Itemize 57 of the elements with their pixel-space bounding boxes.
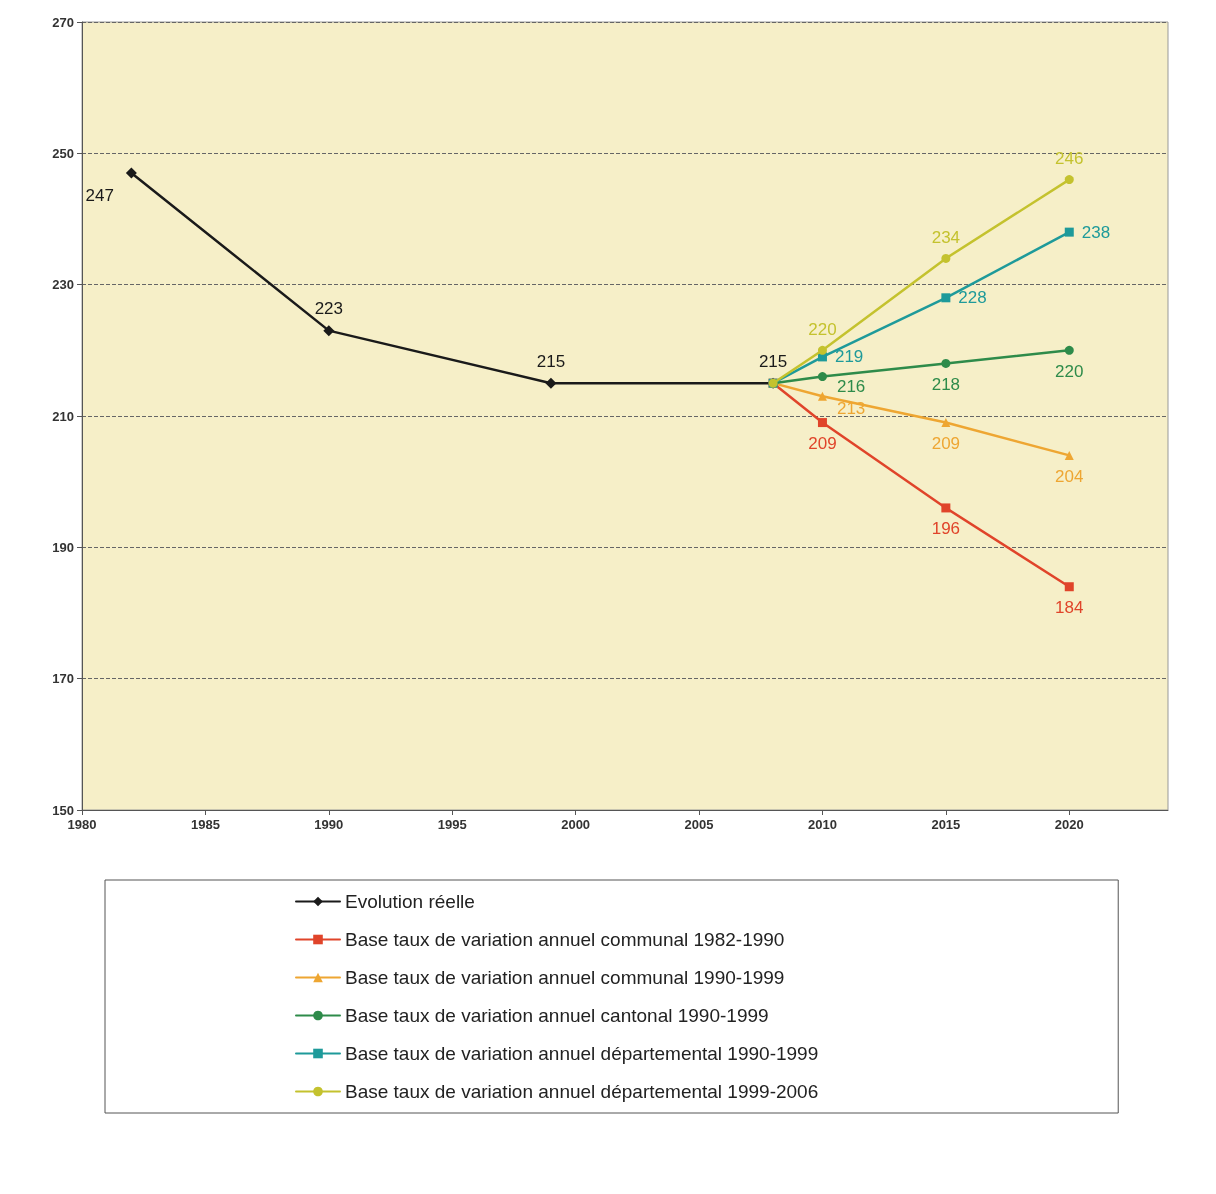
point: [941, 253, 951, 263]
x-tick-label: 2020: [1054, 817, 1084, 832]
legend-label: Base taux de variation annuel départemental 1999-2006: [345, 1081, 819, 1102]
data-label: 220: [1055, 361, 1084, 381]
point: [1064, 345, 1074, 355]
legend-label: Evolution réelle: [345, 891, 475, 912]
point: [1064, 582, 1074, 592]
point: [941, 503, 951, 513]
data-label: 204: [1055, 466, 1084, 486]
data-label: 228: [958, 288, 987, 308]
point: [941, 358, 951, 368]
data-label: 223: [314, 299, 344, 319]
x-tick-label: 2000: [561, 817, 591, 832]
point: [125, 167, 137, 179]
y-tick-label: 230: [52, 277, 74, 293]
data-label: 215: [758, 351, 788, 371]
data-label: 196: [931, 519, 961, 539]
x-tick-label: 1980: [67, 817, 97, 832]
y-tick-label: 270: [52, 14, 74, 30]
y-tick-label: 150: [52, 802, 74, 818]
data-label: 238: [1081, 222, 1111, 242]
data-label: 247: [85, 185, 114, 205]
data-label: 209: [808, 434, 837, 454]
point: [941, 418, 951, 428]
point: [1064, 175, 1074, 185]
y-tick-label: 250: [52, 145, 74, 161]
data-label: 219: [834, 347, 864, 367]
point: [1064, 227, 1074, 237]
data-label: 220: [808, 319, 837, 339]
point: [1064, 450, 1074, 460]
x-tick-label: 2005: [684, 817, 714, 832]
data-label: 246: [1055, 149, 1084, 169]
legend-label: Base taux de variation annuel communal 1982-1990: [345, 929, 785, 950]
point: [817, 418, 827, 428]
point: [941, 293, 951, 303]
y-tick-label: 210: [52, 408, 74, 424]
point: [323, 325, 335, 337]
x-tick-label: 1995: [437, 817, 467, 832]
point: [817, 372, 827, 382]
point: [817, 391, 827, 401]
data-label: 209: [931, 434, 961, 454]
x-tick-label: 2010: [807, 817, 837, 832]
data-label: 218: [931, 374, 961, 394]
legend-label: Base taux de variation annuel départemental 1990-1999: [345, 1043, 819, 1064]
point: [817, 345, 827, 355]
x-tick-label: 2015: [931, 817, 961, 832]
data-label: 215: [536, 351, 566, 371]
legend-label: Base taux de variation annuel cantonal 1990-1999: [345, 1005, 769, 1026]
x-tick-label: 1990: [314, 817, 344, 832]
legend-label: Base taux de variation annuel communal 1990-1999: [345, 967, 785, 988]
data-label: 184: [1055, 598, 1084, 618]
y-tick-label: 170: [52, 671, 74, 687]
point: [545, 377, 557, 389]
data-label: 234: [931, 227, 961, 247]
y-tick-label: 190: [52, 539, 74, 555]
data-label: 216: [836, 377, 866, 397]
x-tick-label: 1985: [190, 817, 220, 832]
